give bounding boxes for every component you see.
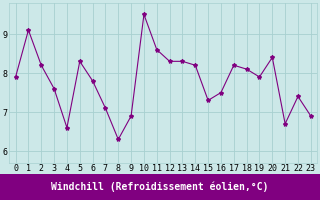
Text: Windchill (Refroidissement éolien,°C): Windchill (Refroidissement éolien,°C) (51, 182, 269, 192)
